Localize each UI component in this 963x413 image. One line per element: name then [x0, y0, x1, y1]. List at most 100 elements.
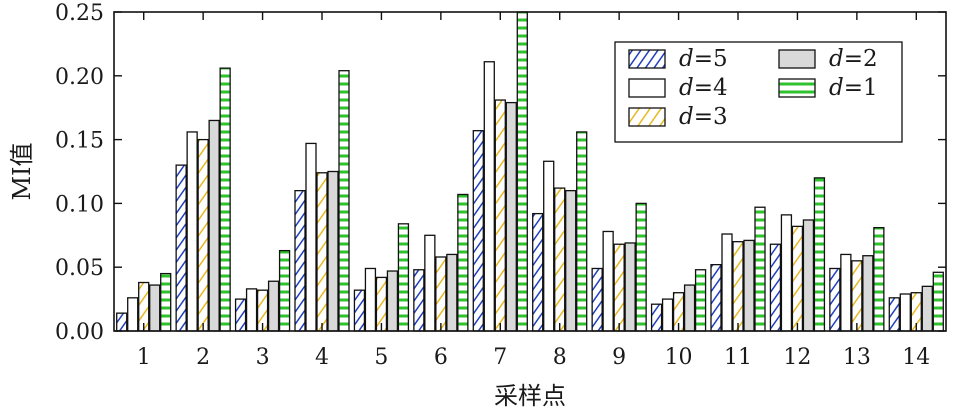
bar-4-cat-4: [327, 170, 339, 332]
x-tick-label: 9: [612, 345, 626, 370]
bar-2-cat-12: [780, 214, 793, 332]
bar-5-cat-1: [160, 272, 172, 332]
y-tick-label: 0.20: [55, 65, 104, 90]
legend-label-5: d=1: [829, 75, 878, 101]
bar-5-cat-6: [457, 193, 469, 332]
y-tick-label: 0.00: [55, 320, 104, 345]
legend-label-2: d=4: [679, 75, 728, 101]
bar-5-cat-8: [576, 131, 588, 332]
bar-4-cat-7: [505, 101, 517, 332]
bar-1-cat-4: [294, 189, 306, 332]
bar-2-cat-8: [543, 160, 555, 332]
x-tick-label: 6: [434, 345, 448, 370]
x-tick-label: 7: [493, 345, 507, 370]
bar-3-cat-9: [613, 243, 625, 332]
bar-5-cat-10: [694, 269, 707, 332]
legend-swatch-2: [628, 78, 666, 98]
plot-frame: [113, 11, 947, 332]
bar-2-cat-6: [424, 234, 436, 332]
bar-5-cat-11: [754, 206, 766, 332]
y-tick-label: 0.10: [55, 192, 104, 217]
y-tick-label: 0.15: [55, 129, 104, 154]
bar-3-cat-2: [197, 138, 209, 332]
bar-3-cat-6: [435, 256, 447, 332]
legend-label-4: d=2: [829, 46, 878, 72]
bar-1-cat-2: [175, 164, 187, 332]
bar-3-cat-8: [554, 187, 566, 332]
bar-1-cat-7: [472, 130, 484, 332]
bar-2-cat-4: [305, 142, 317, 332]
bar-2-cat-13: [840, 253, 852, 332]
legend-swatch-4: [778, 49, 816, 69]
bar-5-cat-2: [219, 67, 231, 332]
bar-4-cat-10: [683, 284, 696, 332]
bar-3-cat-11: [732, 241, 744, 332]
bar-5-cat-13: [873, 226, 885, 332]
bar-4-cat-3: [267, 280, 280, 332]
legend: d=5 d=4 d=3 d=2 d=1: [614, 41, 903, 143]
bar-1-cat-11: [710, 263, 722, 332]
legend-label-1: d=5: [679, 46, 728, 72]
bar-3-cat-13: [851, 260, 863, 332]
bar-3-cat-7: [494, 99, 506, 332]
bar-1-cat-13: [829, 267, 841, 332]
bar-2-cat-7: [483, 61, 495, 332]
bar-5-cat-5: [397, 223, 410, 332]
legend-swatch-3: [628, 107, 666, 127]
y-tick-label: 0.25: [55, 1, 104, 26]
bar-2-cat-3: [245, 288, 258, 332]
legend-swatch-1: [628, 49, 666, 69]
bar-5-cat-3: [278, 249, 291, 332]
bar-2-cat-10: [661, 298, 674, 332]
bar-4-cat-2: [208, 119, 220, 332]
x-tick-label: 3: [256, 345, 270, 370]
bar-4-cat-9: [624, 242, 636, 332]
x-tick-label: 5: [374, 345, 388, 370]
x-axis-title: 采样点: [494, 382, 566, 410]
bar-1-cat-1: [116, 312, 128, 332]
bar-1-cat-9: [591, 267, 603, 332]
bar-5-cat-4: [338, 70, 350, 332]
bar-2-cat-5: [364, 267, 377, 332]
bar-4-cat-8: [565, 189, 577, 332]
bar-3-cat-5: [375, 276, 388, 332]
bar-1-cat-6: [413, 269, 425, 332]
x-tick-label: 12: [783, 345, 811, 370]
bar-3-cat-4: [316, 172, 328, 332]
bar-2-cat-11: [721, 233, 733, 332]
x-tick-label: 11: [724, 345, 752, 370]
bar-4-cat-5: [386, 270, 399, 332]
bar-5-cat-12: [813, 177, 826, 332]
y-axis-title: MI值: [8, 142, 36, 200]
bar-4-cat-1: [149, 284, 161, 332]
bar-1-cat-3: [234, 298, 247, 332]
bar-4-cat-14: [921, 285, 933, 332]
x-tick-label: 8: [553, 345, 567, 370]
bar-5-cat-14: [932, 271, 944, 332]
bar-5-cat-9: [635, 202, 647, 332]
bar-2-cat-1: [127, 297, 139, 332]
bar-4-cat-12: [802, 219, 815, 332]
bar-1-cat-14: [888, 297, 900, 332]
bars-group: [116, 11, 944, 332]
bar-5-cat-7: [516, 11, 528, 332]
axes-group: 0.000.050.100.150.200.251 2 3 4 5 6 7 8 9 10 11 12 1…: [55, 1, 947, 370]
legend-swatch-5: [778, 78, 816, 98]
x-tick-label: 13: [843, 345, 871, 370]
bar-3-cat-12: [791, 225, 804, 332]
bar-2-cat-14: [899, 293, 911, 332]
x-tick-label: 2: [196, 345, 210, 370]
legend-label-3: d=3: [679, 104, 728, 130]
bar-2-cat-2: [186, 131, 198, 332]
bar-1-cat-12: [769, 243, 782, 332]
bar-4-cat-11: [743, 239, 755, 332]
bar-4-cat-13: [862, 255, 874, 332]
x-tick-label: 4: [315, 345, 329, 370]
bar-2-cat-9: [602, 230, 614, 332]
bar-1-cat-8: [532, 212, 544, 332]
bar-4-cat-6: [446, 253, 458, 332]
bar-1-cat-10: [650, 303, 663, 332]
x-tick-label: 1: [137, 345, 151, 370]
bar-1-cat-5: [353, 289, 366, 332]
